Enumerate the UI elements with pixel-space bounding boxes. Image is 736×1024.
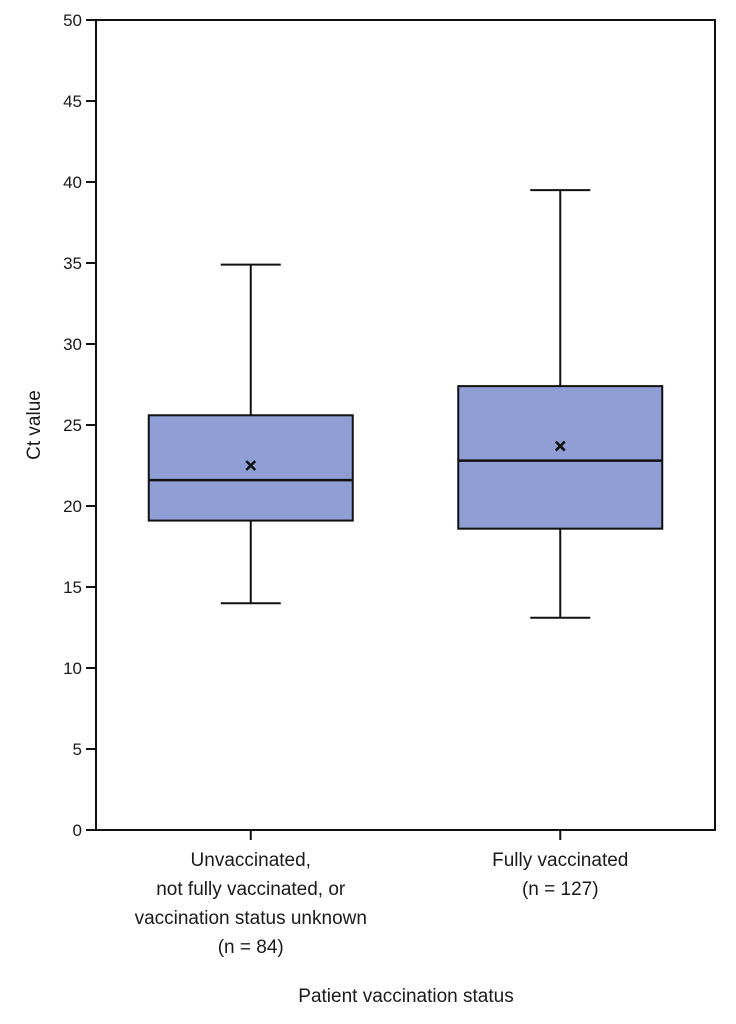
x-category-label-line: vaccination status unknown (135, 908, 367, 929)
x-category-label-line: Unvaccinated, (191, 850, 311, 871)
y-tick-label: 15 (63, 578, 82, 597)
x-axis: Unvaccinated, not fully vaccinated, or vac… (135, 830, 628, 958)
mean-marker (554, 440, 566, 452)
x-axis-title: Patient vaccination status (298, 986, 513, 1007)
x-category-label: Unvaccinated, not fully vaccinated, or vac… (135, 850, 367, 958)
y-tick-label: 30 (63, 335, 82, 354)
iqr-box (147, 414, 354, 522)
y-tick-label: 0 (73, 821, 82, 840)
y-tick-label: 40 (63, 173, 82, 192)
mean-marker-stroke (554, 440, 566, 452)
box-group (457, 189, 664, 619)
y-tick-label: 10 (63, 659, 82, 678)
y-tick-label: 5 (73, 740, 82, 759)
box-group (147, 263, 354, 605)
mean-marker (245, 460, 257, 471)
y-tick-label: 50 (63, 11, 82, 30)
x-category-label-line: Fully vaccinated (492, 850, 628, 871)
x-category-label-line: (n = 127) (522, 879, 599, 900)
y-tick-label: 20 (63, 497, 82, 516)
mean-marker-stroke (245, 460, 257, 471)
x-category-label: Fully vaccinated (n = 127) (492, 850, 628, 900)
y-axis: 0 5 10 15 20 25 30 35 40 45 50 (63, 11, 96, 840)
iqr-box (457, 385, 664, 530)
y-axis-title: Ct value (24, 390, 45, 460)
box-series (147, 189, 664, 619)
y-tick-label: 35 (63, 254, 82, 273)
x-category-label-line: not fully vaccinated, or (156, 879, 346, 900)
y-tick-label: 45 (63, 92, 82, 111)
x-category-label-line: (n = 84) (218, 937, 284, 958)
y-tick-label: 25 (63, 416, 82, 435)
